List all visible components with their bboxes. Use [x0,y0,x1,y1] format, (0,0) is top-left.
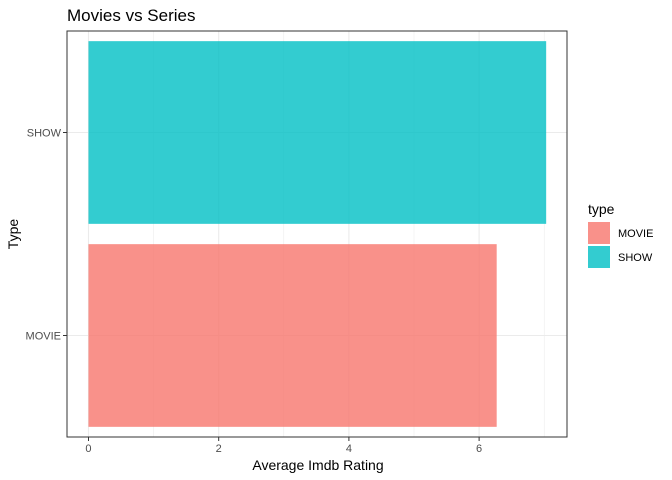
x-tick-label: 6 [476,443,482,455]
legend-key-show [588,246,610,268]
legend: MOVIE SHOW [588,222,653,268]
y-tick-label: MOVIE [26,331,61,343]
y-axis-title: Type [5,219,21,250]
panel-border [66,30,568,438]
plot-panel: 0 2 4 6 MOVIE SHOW [26,30,568,455]
x-tick-label: 2 [216,443,222,455]
chart-title: Movies vs Series [67,6,195,25]
legend-label-show: SHOW [618,252,653,264]
legend-title: type [588,201,615,217]
x-tick-label: 0 [85,443,91,455]
legend-key-movie [588,222,610,244]
x-tick-label: 4 [346,443,352,455]
x-axis-title: Average Imdb Rating [252,457,383,473]
legend-label-movie: MOVIE [618,228,653,240]
bar-show [88,41,547,224]
bar-movie [88,244,497,427]
y-tick-label: SHOW [27,128,62,140]
